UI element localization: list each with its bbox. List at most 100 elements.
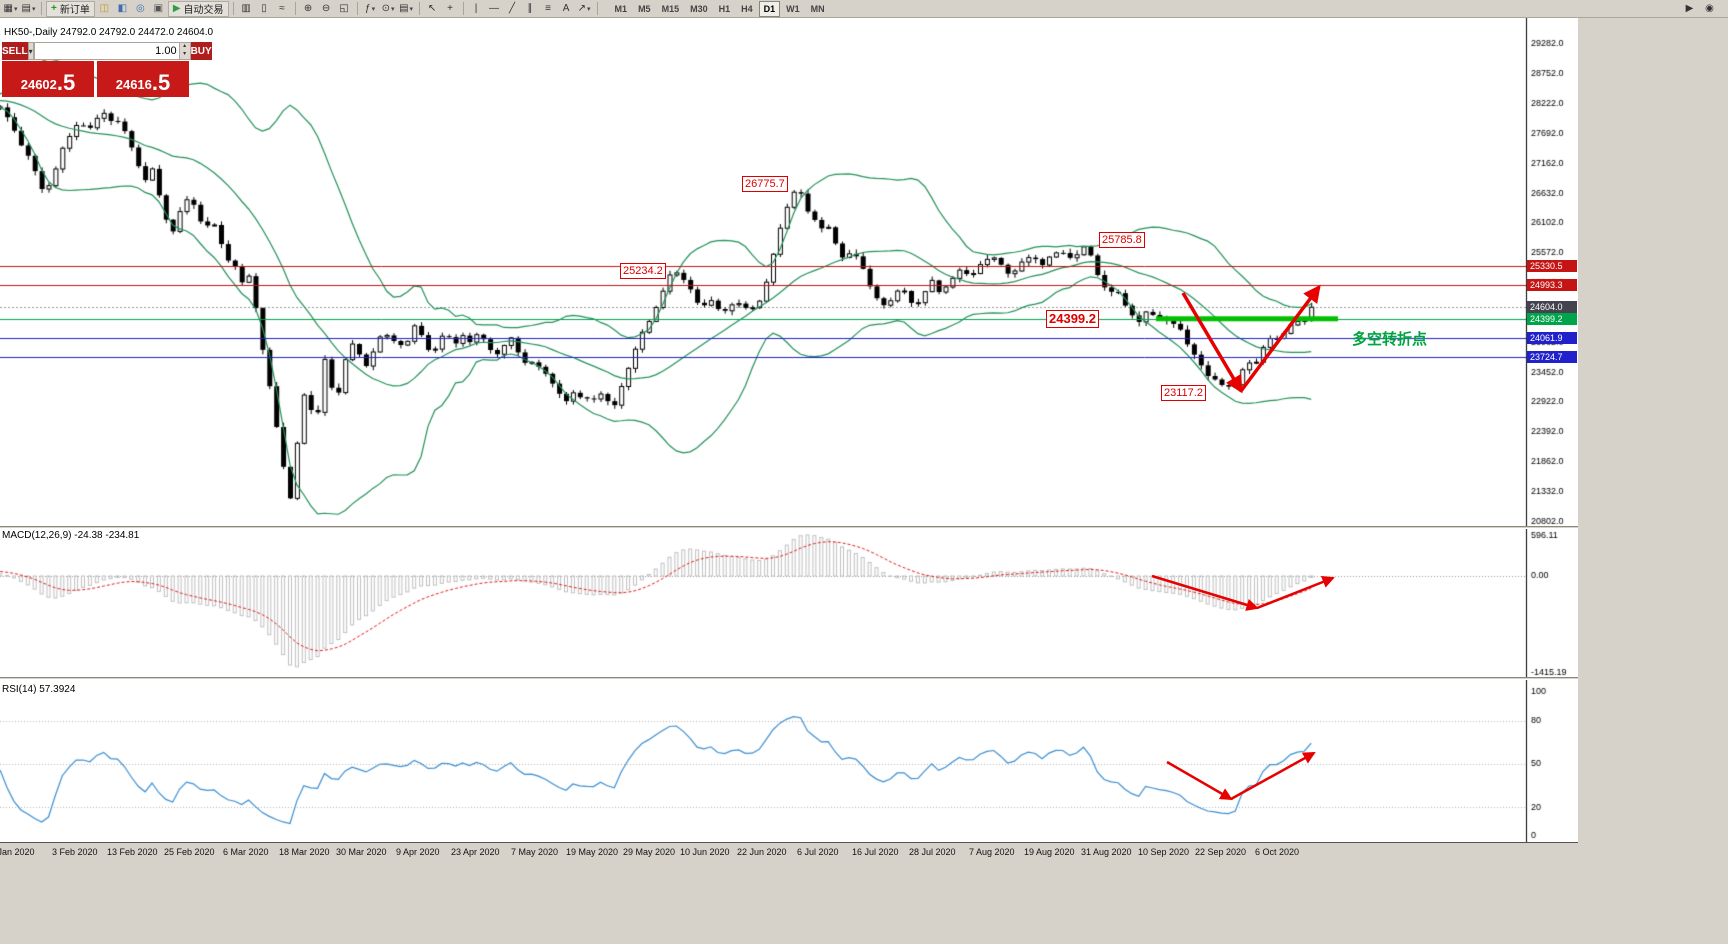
profiles-icon[interactable]: ▤ ▾: [20, 1, 37, 17]
crosshair-glyph: +: [447, 2, 453, 14]
order-type-caret[interactable]: ▾: [27, 42, 34, 60]
market-watch-glyph: ◫: [99, 2, 110, 14]
timeframe-m1[interactable]: M1: [614, 3, 628, 14]
date-label: 28 Jul 2020: [909, 847, 956, 857]
indicators-glyph: ƒ: [365, 2, 371, 14]
date-label: 19 May 2020: [566, 847, 619, 857]
line-chart-icon[interactable]: ≈: [274, 1, 291, 17]
periods-glyph: ⊙: [381, 2, 390, 14]
date-label: 9 Apr 2020: [396, 847, 440, 857]
timeframe-d1[interactable]: D1: [758, 0, 781, 17]
date-label: 23 Apr 2020: [451, 847, 500, 857]
sell-price-int: 24602: [20, 77, 57, 92]
macd-indicator-label: MACD(12,26,9) -24.38 -234.81: [2, 530, 140, 541]
panel-splitter-rsi[interactable]: [0, 677, 1578, 680]
profiles-caret: ▾: [31, 5, 36, 13]
volume-spin-down-icon[interactable]: ▾: [179, 51, 190, 59]
toolbar-separator: [462, 2, 464, 15]
timeframe-h4[interactable]: H4: [741, 3, 753, 14]
buy-button[interactable]: BUY: [190, 42, 212, 60]
data-window-icon[interactable]: ◧: [114, 1, 131, 17]
chart-workspace: HK50-,Daily 24792.0 24792.0 24472.0 2460…: [0, 18, 1728, 944]
new-chart-caret: ▾: [13, 5, 18, 13]
date-label: 25 Feb 2020: [164, 847, 215, 857]
templates-caret: ▾: [409, 5, 414, 13]
date-label: 16 Jul 2020: [852, 847, 899, 857]
timeframe-mn[interactable]: MN: [810, 3, 825, 14]
cursor-glyph: ↖: [427, 2, 437, 14]
sell-price-frac: .5: [56, 70, 76, 95]
trendline-icon[interactable]: ╱: [504, 1, 521, 17]
rsi-indicator-label: RSI(14) 57.3924: [2, 684, 76, 695]
indicators-icon[interactable]: ƒ ▾: [362, 1, 379, 17]
date-label: 30 Mar 2020: [336, 847, 387, 857]
market-watch-icon[interactable]: ◫: [96, 1, 113, 17]
panel-splitter-macd[interactable]: [0, 526, 1578, 529]
chart-canvas[interactable]: [0, 18, 1578, 842]
vertical-line-icon[interactable]: |: [468, 1, 485, 17]
new-order-button[interactable]: + 新订单: [46, 0, 95, 17]
cursor-icon[interactable]: ↖: [424, 1, 441, 17]
autotrading-glyph: ▶: [172, 2, 181, 14]
toolbar-right-icons: ▶ ◉: [1681, 1, 1726, 17]
toolbar-separator: [418, 2, 420, 15]
price-marker: 24061.9: [1527, 331, 1577, 344]
volume-spinner[interactable]: ▴ ▾: [178, 43, 190, 59]
timeframe-h1[interactable]: H1: [718, 3, 731, 14]
toolbar-separator: [596, 2, 598, 15]
fibonacci-icon[interactable]: ≡: [540, 1, 557, 17]
arrows-tool-glyph: ↗: [577, 2, 586, 14]
bar-chart-icon[interactable]: ▥: [238, 1, 255, 17]
navigator-icon[interactable]: ◎: [132, 1, 149, 17]
timeframe-w1[interactable]: W1: [786, 3, 800, 14]
toolbar-separator: [41, 2, 42, 15]
tile-windows-glyph: ◱: [339, 2, 349, 14]
autotrading-button[interactable]: ▶ 自动交易: [167, 0, 229, 17]
tile-windows-icon[interactable]: ◱: [336, 1, 353, 17]
navigator-glyph: ◎: [135, 2, 145, 14]
date-label: 7 Aug 2020: [969, 847, 1015, 857]
candlestick-icon[interactable]: ▯: [256, 1, 273, 17]
zoom-in-glyph: ⊕: [303, 2, 313, 14]
volume-field: ▴ ▾: [33, 42, 191, 60]
date-label: 18 Mar 2020: [279, 847, 330, 857]
buy-price-button[interactable]: 24616 .5: [97, 61, 189, 97]
new-chart-glyph: ▦: [3, 2, 13, 14]
pointer-icon[interactable]: ▶: [1685, 3, 1694, 14]
horizontal-line-icon[interactable]: —: [486, 1, 503, 17]
community-icon[interactable]: ◉: [1705, 3, 1714, 14]
date-label: 6 Mar 2020: [223, 847, 269, 857]
price-level-annotation: 25234.2: [620, 263, 666, 279]
date-label: 3 Feb 2020: [52, 847, 98, 857]
text-label-glyph: A: [562, 2, 570, 14]
timeframe-m30[interactable]: M30: [690, 3, 708, 14]
sell-price-button[interactable]: 24602 .5: [2, 61, 94, 97]
zoom-in-icon[interactable]: ⊕: [300, 1, 317, 17]
price-marker: 25330.5: [1527, 260, 1577, 273]
volume-spin-up-icon[interactable]: ▴: [179, 43, 190, 51]
trendline-glyph: ╱: [509, 2, 516, 14]
horizontal-line-glyph: —: [489, 2, 500, 14]
line-chart-glyph: ≈: [279, 2, 285, 14]
arrows-tool-icon[interactable]: ↗ ▾: [576, 1, 593, 17]
timeframe-m5[interactable]: M5: [638, 3, 651, 14]
channel-icon[interactable]: ∥: [522, 1, 539, 17]
sell-button[interactable]: SELL: [2, 42, 28, 60]
symbol-ohlc-label: HK50-,Daily 24792.0 24792.0 24472.0 2460…: [4, 27, 214, 38]
date-label: 19 Aug 2020: [1024, 847, 1075, 857]
one-click-trading-panel: SELL ▾ ▴ ▾ BUY 24602 .5 24616 .5: [2, 42, 212, 97]
crosshair-icon[interactable]: +: [442, 1, 459, 17]
timeframe-m15[interactable]: M15: [661, 3, 680, 14]
volume-input[interactable]: [34, 43, 179, 59]
date-label: 10 Jun 2020: [680, 847, 730, 857]
new-chart-icon[interactable]: ▦ ▾: [2, 1, 19, 17]
channel-glyph: ∥: [527, 2, 533, 14]
text-label-icon[interactable]: A: [558, 1, 575, 17]
terminal-icon[interactable]: ▣: [150, 1, 167, 17]
zoom-out-icon[interactable]: ⊖: [318, 1, 335, 17]
periods-icon[interactable]: ⊙ ▾: [380, 1, 397, 17]
templates-icon[interactable]: ▤ ▾: [398, 1, 415, 17]
data-window-glyph: ◧: [117, 2, 128, 14]
turning-point-annotation: 多空转折点: [1352, 331, 1428, 348]
terminal-glyph: ▣: [153, 2, 164, 14]
